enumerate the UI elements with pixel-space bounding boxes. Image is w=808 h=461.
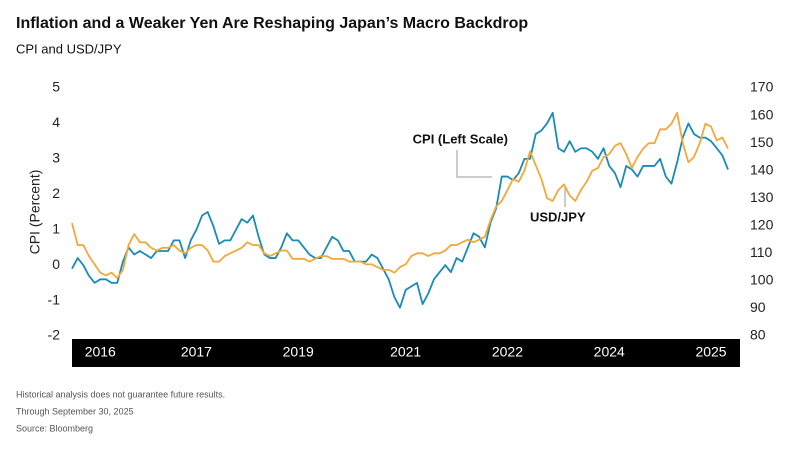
annotation: USD/JPY xyxy=(530,209,586,224)
y2-tick-label: 100 xyxy=(750,272,774,288)
y2-tick-label: 130 xyxy=(750,189,774,205)
y2-tick-label: 140 xyxy=(750,161,774,177)
series-line xyxy=(71,111,729,309)
y2-tick-label: 110 xyxy=(750,244,773,260)
y-tick-label: 1 xyxy=(52,220,60,236)
x-axis-band xyxy=(72,339,740,367)
footnote: Historical analysis does not guarantee f… xyxy=(16,389,225,399)
x-tick-label: 2017 xyxy=(181,344,212,360)
y-tick-label: 3 xyxy=(52,150,60,166)
x-tick-label: 2024 xyxy=(594,344,625,360)
footnote: Source: Bloomberg xyxy=(16,423,93,433)
y-axis-label: CPI (Percent) xyxy=(27,170,43,255)
y-tick-label: -2 xyxy=(48,327,61,343)
y-tick-label: -1 xyxy=(48,291,61,307)
y2-tick-label: 160 xyxy=(750,106,774,122)
x-tick-label: 2019 xyxy=(283,344,314,360)
series-line xyxy=(71,111,729,280)
y-tick-label: 4 xyxy=(52,114,60,130)
y2-tick-label: 170 xyxy=(750,79,774,95)
chart-subtitle: CPI and USD/JPY xyxy=(16,41,122,56)
y2-tick-label: 150 xyxy=(750,134,774,150)
annotation: CPI (Left Scale) xyxy=(413,131,508,146)
leader-line xyxy=(456,150,492,178)
x-tick-label: 2016 xyxy=(85,344,116,360)
y-tick-label: 0 xyxy=(52,256,60,272)
x-tick-label: 2021 xyxy=(390,344,421,360)
chart-title: Inflation and a Weaker Yen Are Reshaping… xyxy=(16,15,528,32)
footnote: Through September 30, 2025 xyxy=(16,406,134,416)
y2-tick-label: 120 xyxy=(750,216,774,232)
y2-tick-label: 80 xyxy=(750,327,766,343)
y-tick-label: 2 xyxy=(52,185,60,201)
y-tick-label: 5 xyxy=(52,79,60,95)
x-tick-label: 2022 xyxy=(492,344,523,360)
y2-tick-label: 90 xyxy=(750,299,766,315)
x-tick-label: 2025 xyxy=(695,344,726,360)
